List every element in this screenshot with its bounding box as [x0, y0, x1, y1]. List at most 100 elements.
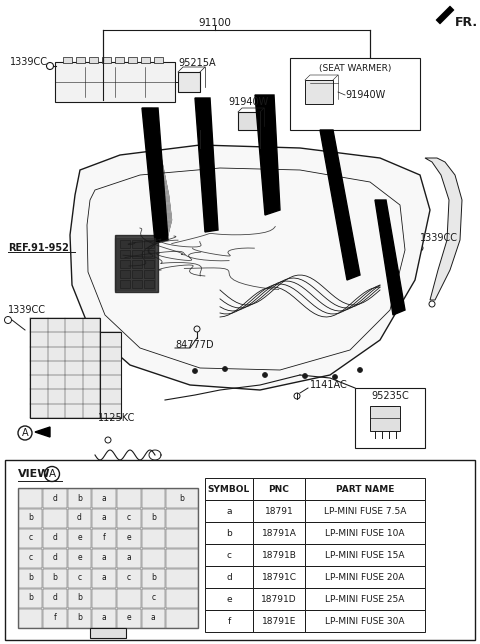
- Bar: [205, 610, 253, 632]
- Circle shape: [302, 374, 308, 379]
- Text: c: c: [127, 513, 131, 522]
- Bar: [370, 406, 400, 431]
- Bar: [117, 489, 141, 507]
- Bar: [305, 80, 333, 104]
- Text: 18791: 18791: [264, 506, 293, 515]
- Bar: [117, 509, 141, 527]
- Bar: [63, 57, 72, 63]
- Bar: [144, 240, 154, 248]
- Polygon shape: [375, 200, 405, 315]
- Text: FR.: FR.: [455, 16, 478, 29]
- Text: 1339CC: 1339CC: [420, 233, 458, 243]
- Polygon shape: [195, 98, 218, 232]
- Bar: [166, 529, 197, 547]
- Bar: [142, 569, 165, 587]
- Bar: [205, 544, 253, 566]
- Text: e: e: [126, 614, 131, 623]
- Text: 1339CC: 1339CC: [8, 305, 46, 315]
- Bar: [253, 544, 305, 566]
- Bar: [100, 332, 121, 418]
- Bar: [142, 609, 165, 627]
- Bar: [68, 489, 91, 507]
- Bar: [30, 318, 100, 418]
- Text: b: b: [77, 594, 82, 603]
- Text: e: e: [77, 533, 82, 542]
- Text: (SEAT WARMER): (SEAT WARMER): [319, 64, 391, 73]
- Bar: [205, 588, 253, 610]
- Bar: [120, 280, 130, 288]
- Bar: [205, 500, 253, 522]
- Text: b: b: [52, 574, 57, 583]
- Bar: [238, 112, 260, 130]
- Bar: [90, 628, 126, 638]
- Text: a: a: [102, 493, 107, 502]
- Text: 18791E: 18791E: [262, 616, 296, 625]
- Text: c: c: [127, 574, 131, 583]
- Bar: [253, 478, 305, 500]
- Bar: [142, 509, 165, 527]
- Polygon shape: [425, 158, 462, 300]
- Text: b: b: [28, 574, 33, 583]
- Bar: [102, 57, 111, 63]
- Text: d: d: [77, 513, 82, 522]
- Polygon shape: [115, 235, 158, 292]
- Text: LP-MINI FUSE 7.5A: LP-MINI FUSE 7.5A: [324, 506, 406, 515]
- Bar: [142, 549, 165, 567]
- Bar: [166, 509, 197, 527]
- Text: LP-MINI FUSE 25A: LP-MINI FUSE 25A: [325, 594, 405, 603]
- Text: A: A: [22, 428, 28, 438]
- Bar: [253, 588, 305, 610]
- Bar: [43, 589, 67, 607]
- Bar: [68, 569, 91, 587]
- Bar: [115, 57, 124, 63]
- Text: 1339CC: 1339CC: [10, 57, 48, 67]
- Bar: [43, 609, 67, 627]
- Circle shape: [263, 372, 267, 377]
- Bar: [120, 260, 130, 268]
- Bar: [253, 566, 305, 588]
- Text: 95235C: 95235C: [371, 391, 409, 401]
- Text: c: c: [28, 553, 32, 562]
- Text: d: d: [226, 573, 232, 582]
- Bar: [92, 489, 116, 507]
- Bar: [117, 549, 141, 567]
- Bar: [68, 549, 91, 567]
- Text: d: d: [52, 553, 57, 562]
- Text: 18791C: 18791C: [262, 573, 297, 582]
- Polygon shape: [115, 238, 155, 290]
- Bar: [19, 509, 42, 527]
- Bar: [305, 500, 425, 522]
- Bar: [92, 609, 116, 627]
- Bar: [43, 489, 67, 507]
- Bar: [142, 489, 165, 507]
- Text: c: c: [28, 533, 32, 542]
- Bar: [144, 250, 154, 258]
- Bar: [205, 566, 253, 588]
- Bar: [132, 270, 142, 278]
- Bar: [68, 609, 91, 627]
- Text: a: a: [102, 574, 107, 583]
- Bar: [290, 58, 420, 130]
- Text: b: b: [151, 574, 156, 583]
- Bar: [142, 589, 165, 607]
- Text: b: b: [151, 513, 156, 522]
- Bar: [43, 549, 67, 567]
- Text: b: b: [28, 594, 33, 603]
- Bar: [144, 260, 154, 268]
- Polygon shape: [35, 427, 50, 437]
- Text: b: b: [180, 493, 184, 502]
- Bar: [76, 57, 85, 63]
- Text: f: f: [103, 533, 106, 542]
- Text: f: f: [228, 616, 230, 625]
- Bar: [132, 240, 142, 248]
- Bar: [92, 549, 116, 567]
- Bar: [142, 529, 165, 547]
- Bar: [132, 280, 142, 288]
- Bar: [43, 569, 67, 587]
- PathPatch shape: [70, 145, 430, 390]
- Polygon shape: [436, 6, 454, 24]
- Bar: [305, 522, 425, 544]
- Bar: [166, 589, 197, 607]
- Bar: [19, 529, 42, 547]
- Text: a: a: [102, 513, 107, 522]
